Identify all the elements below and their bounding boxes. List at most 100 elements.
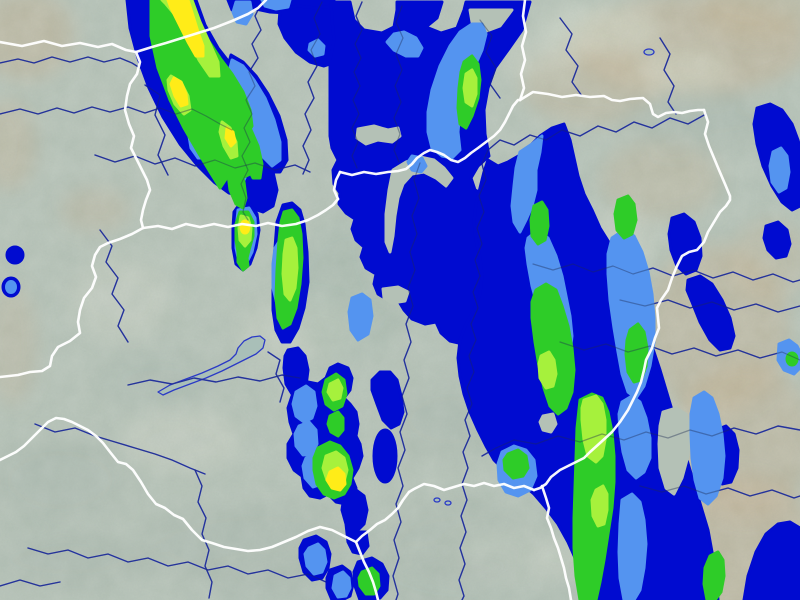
river-shade (351, 1, 363, 169)
precip-dark-cell (762, 220, 792, 260)
country-border (0, 226, 145, 379)
river (559, 17, 583, 97)
terrain-island (355, 124, 402, 146)
precip-green-cell (702, 550, 726, 600)
lake (643, 48, 655, 56)
lake (444, 500, 452, 506)
country-border (141, 197, 340, 231)
precip-light_green-cell (537, 350, 558, 390)
precip-green-cell (326, 410, 345, 438)
precip-dark-cell (667, 212, 703, 276)
river-shade (481, 425, 800, 457)
precip-light-cell (617, 492, 648, 600)
terrain-island (381, 285, 410, 305)
river (34, 423, 206, 475)
river-shade (144, 84, 169, 176)
precip-dark-cell (5, 245, 25, 265)
precip-light-cell (291, 384, 318, 424)
country-border (354, 490, 411, 544)
lake (433, 497, 441, 503)
precip-green-cell (238, 118, 264, 180)
river (659, 37, 677, 115)
river-shade (34, 423, 206, 475)
river-shade (479, 19, 501, 99)
country-borders-layer (0, 0, 732, 600)
country-border (338, 98, 522, 177)
precip-light-cell (510, 134, 544, 234)
terrain-island (657, 406, 692, 496)
country-border (0, 416, 358, 553)
precip-light-cell (293, 420, 319, 457)
country-border (354, 540, 380, 600)
precip-light_green-cell (326, 378, 344, 402)
river-shade (127, 374, 301, 386)
river (194, 469, 213, 599)
river-shade (619, 299, 800, 313)
river-shade (302, 1, 323, 175)
precip-green-cell (785, 351, 799, 367)
country-border (134, 0, 268, 54)
precip-light-cell (385, 30, 424, 58)
precip-dark-cell (372, 428, 398, 484)
precip-light-cell (260, 0, 292, 11)
river (267, 351, 285, 403)
river (127, 374, 301, 386)
precip-light-cell (689, 390, 726, 506)
precip-light_green-cell (281, 236, 299, 302)
precip-green-cell (502, 448, 530, 480)
river-shade (240, 1, 263, 221)
river-shade (27, 547, 327, 583)
river-shade (659, 37, 677, 115)
river-shade (94, 154, 311, 173)
precip-green-cell (529, 200, 550, 246)
precip-light_green-cell (580, 394, 607, 464)
precip-dark-cell (370, 370, 405, 430)
precip-green-cell (613, 194, 638, 240)
country-border (332, 170, 342, 201)
precip-dark-cell (742, 520, 800, 600)
river-shade (0, 579, 61, 587)
precip-light_green-cell (590, 484, 609, 528)
precip-light_green-cell (462, 68, 478, 108)
river-shade (0, 56, 141, 69)
river-shade (393, 5, 404, 163)
country-border (407, 481, 536, 494)
precip-green-cell (530, 282, 576, 416)
country-border (532, 108, 732, 492)
river (99, 229, 129, 343)
precip-yellow-cell (166, 0, 205, 58)
precip-light-cell (303, 542, 328, 576)
river-shade (194, 469, 213, 599)
river-shade (458, 113, 707, 600)
country-border (540, 484, 573, 600)
country-border (518, 0, 528, 102)
terrain-island (384, 155, 454, 254)
precip-light-cell (331, 570, 352, 599)
river-shade (639, 485, 800, 499)
river (27, 547, 327, 583)
precip-dark-cell (685, 274, 736, 352)
terrain-island (538, 412, 558, 434)
precip-yellow-cell (325, 466, 347, 492)
precip-yellow-cell (224, 126, 237, 148)
country-border (0, 39, 138, 54)
river-shade (0, 106, 233, 131)
precip-green-cell (226, 158, 248, 210)
river-shade (267, 351, 285, 403)
river-shade (392, 162, 421, 600)
river-shade (559, 17, 583, 97)
precip-light-cell (347, 292, 374, 342)
country-border (518, 90, 706, 119)
river (0, 56, 141, 69)
precip-light-cell (5, 280, 17, 294)
precip-light-cell (617, 394, 652, 480)
precip-light-cell (768, 146, 791, 194)
river-shade (99, 229, 129, 343)
country-border (123, 50, 152, 230)
precip-light-cell (307, 38, 326, 58)
river-shade (559, 341, 800, 361)
